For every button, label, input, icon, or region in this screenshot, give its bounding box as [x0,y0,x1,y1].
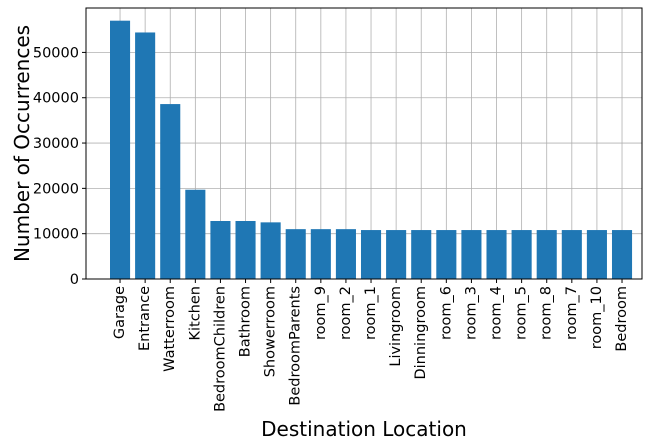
bar-Entrance [135,32,156,279]
y-tick-label: 10000 [33,227,79,243]
bar-Bathroom [235,220,256,279]
bar-room_7 [561,230,582,279]
bar-room_9 [310,229,331,279]
bar-Showerroom [260,222,281,279]
bar-room_3 [461,230,482,279]
x-tick-label: room_3 [463,286,479,340]
x-tick-label: room_1 [363,286,379,340]
y-tick-label: 40000 [33,91,79,107]
bar-Kitchen [185,189,206,279]
y-tick-label: 50000 [33,45,79,61]
x-tick-label: room_9 [313,286,329,340]
x-tick-label: Garage [112,286,128,339]
bar-BedroomParents [285,229,306,279]
x-tick-label: Showerroom [263,286,279,377]
x-tick-label: BedroomChildren [212,286,228,412]
bar-room_2 [335,229,356,279]
bar-Watterroom [160,104,181,279]
x-tick-label: room_4 [489,286,505,340]
bar-room_6 [436,230,457,279]
x-tick-label: Livingroom [388,286,404,367]
x-tick-label: room_8 [539,286,555,340]
y-axis-title: Number of Occurrences [10,25,34,262]
y-axis-ticks: 0 10000 20000 30000 40000 50000 [33,45,86,288]
x-axis-ticks: Garage Entrance Watterroom Kitchen BedroomCh… [112,279,630,412]
bar-BedroomChildren [210,220,231,279]
x-tick-label: Bathroom [238,286,254,357]
x-tick-label: room_10 [589,286,605,349]
bar-room_1 [360,230,382,279]
x-tick-label: room_2 [338,286,354,340]
x-tick-label: room_7 [564,286,580,340]
y-tick-label: 30000 [33,136,79,152]
x-tick-label: Bedroom [614,286,630,352]
x-tick-label: Dinningroom [413,286,429,380]
bar-room_8 [536,230,557,279]
x-tick-label: Entrance [137,286,153,351]
bars [110,20,633,279]
bar-room_5 [511,230,532,279]
bar-room_4 [486,230,507,279]
bar-room_10 [586,230,607,279]
x-tick-label: room_5 [514,286,530,340]
y-tick-label: 0 [70,272,79,288]
bar-Livingroom [386,230,407,279]
y-tick-label: 20000 [33,181,79,197]
x-tick-label: Kitchen [187,286,203,341]
bar-Garage [110,20,131,279]
x-tick-label: BedroomParents [288,286,304,406]
x-tick-label: Watterroom [162,286,178,372]
bar-Dinningroom [411,230,432,279]
x-axis-title: Destination Location [261,417,467,441]
bar-Bedroom [611,230,633,279]
x-tick-label: room_6 [438,286,454,340]
